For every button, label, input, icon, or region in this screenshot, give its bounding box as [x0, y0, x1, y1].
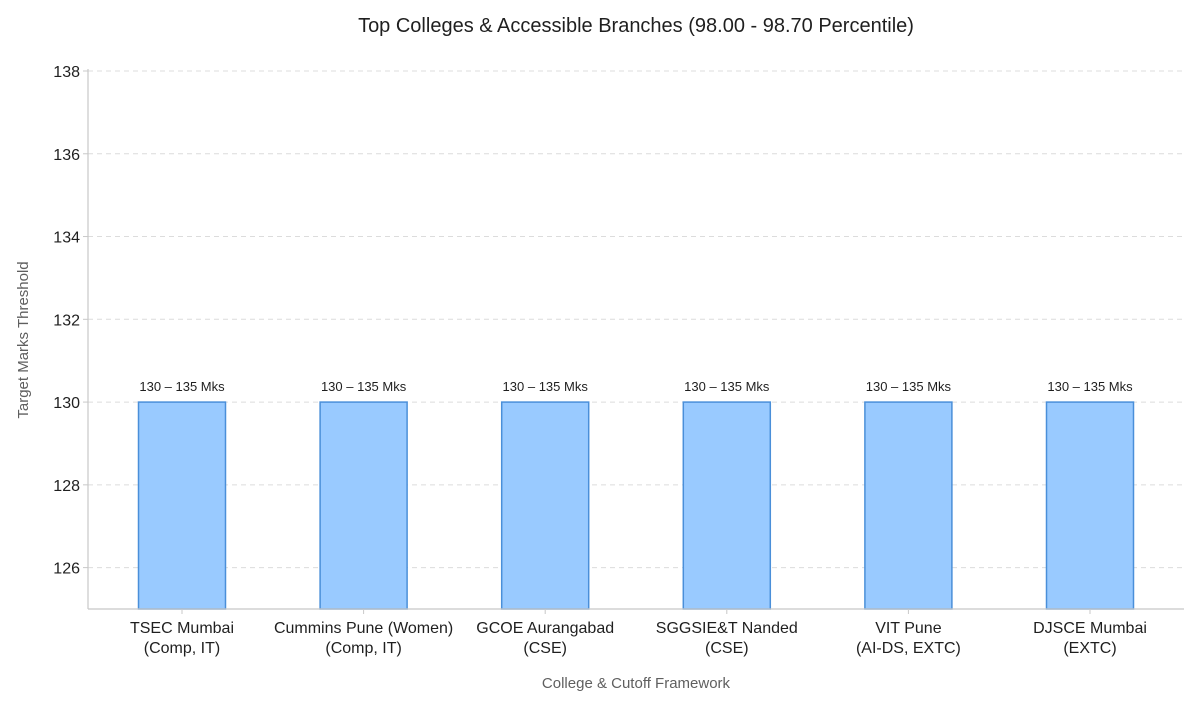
data-label: 130 – 135 Mks [139, 379, 225, 394]
axes [83, 69, 1184, 614]
y-tick-labels: 126 128 130 132 134 136 138 [53, 64, 80, 578]
x-tick-label: SGGSIE&T Nanded (CSE) [656, 620, 798, 657]
bar [500, 401, 590, 610]
bar [682, 401, 772, 610]
y-axis-label: Target Marks Threshold [15, 261, 32, 418]
data-label: 130 – 135 Mks [503, 379, 589, 394]
bars [137, 401, 1135, 610]
bar [319, 401, 408, 610]
bar [137, 401, 227, 610]
data-label: 130 – 135 Mks [684, 379, 770, 394]
y-tick-label: 126 [53, 561, 80, 578]
bar [1045, 401, 1135, 610]
data-labels: 130 – 135 Mks 130 – 135 Mks 130 – 135 Mks 1… [139, 379, 1133, 394]
x-tick-label: Cummins Pune (Women) (Comp, IT) [274, 620, 453, 657]
x-tick-label: TSEC Mumbai (Comp, IT) [130, 620, 234, 657]
y-tick-label: 130 [53, 395, 80, 412]
y-tick-label: 138 [53, 64, 80, 81]
y-tick-label: 134 [53, 230, 80, 247]
x-tick-label: VIT Pune (AI-DS, EXTC) [856, 620, 961, 657]
data-label: 130 – 135 Mks [1047, 379, 1133, 394]
chart-title: Top Colleges & Accessible Branches (98.0… [358, 15, 914, 37]
x-tick-labels: TSEC Mumbai (Comp, IT) Cummins Pune (Women… [130, 620, 1147, 657]
data-label: 130 – 135 Mks [866, 379, 952, 394]
x-tick-label: GCOE Aurangabad (CSE) [476, 620, 614, 657]
y-tick-label: 136 [53, 147, 80, 164]
y-tick-label: 132 [53, 312, 80, 329]
data-label: 130 – 135 Mks [321, 379, 407, 394]
x-axis-label: College & Cutoff Framework [542, 675, 731, 692]
x-tick-label: DJSCE Mumbai (EXTC) [1033, 620, 1147, 657]
gridlines [88, 70, 1184, 569]
bar [864, 401, 953, 610]
y-tick-label: 128 [53, 478, 80, 495]
